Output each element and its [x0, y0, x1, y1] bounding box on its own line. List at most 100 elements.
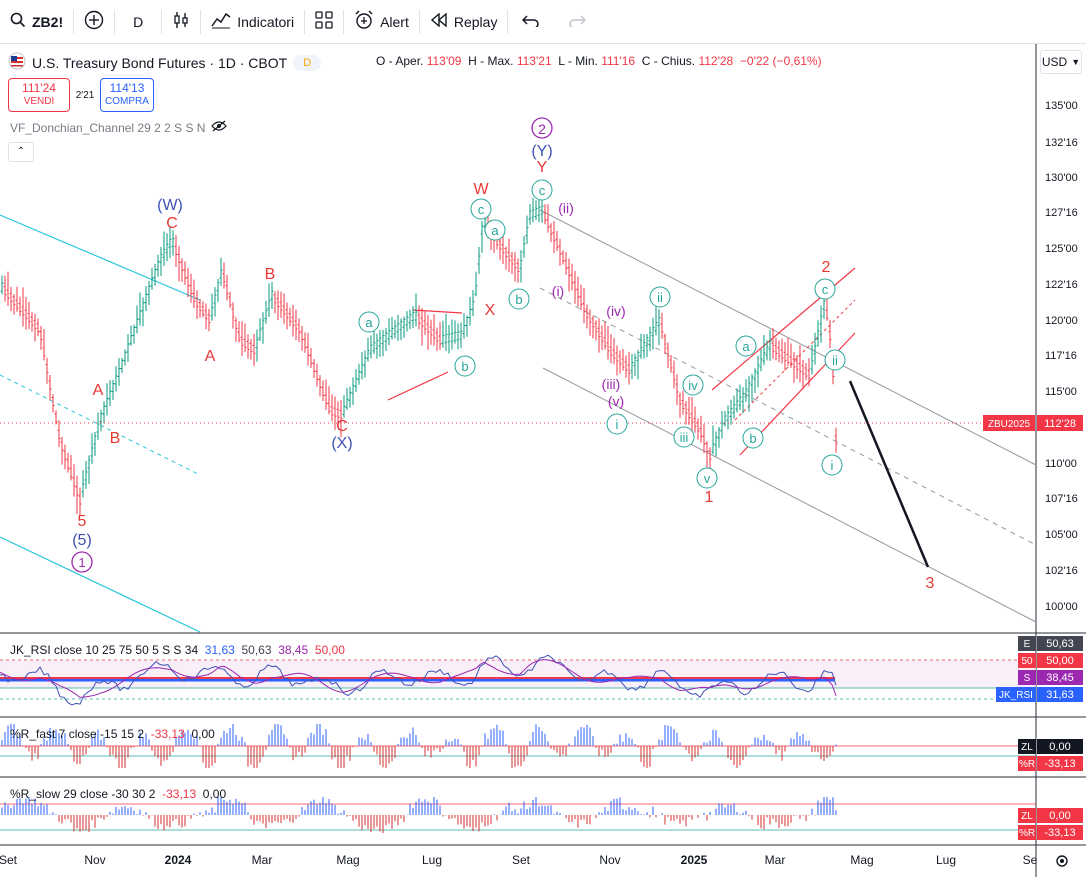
compare-button[interactable] [74, 0, 114, 44]
price-tick-label: 127'16 [1045, 207, 1078, 219]
axis-badge-value-text: 50,63 [1046, 638, 1074, 650]
indicator-legend[interactable]: VF_Donchian_Channel 29 2 2 S S N [10, 120, 228, 135]
rsi-legend[interactable]: JK_RSI close 10 25 75 50 5 S S 34 31,63 … [10, 643, 345, 657]
wave-label-B: B [265, 266, 276, 283]
divider [161, 9, 163, 34]
wave-label-B: B [110, 430, 121, 447]
ohlc-values: O - Aper. 113'09 H - Max. 113'21 L - Min… [376, 54, 822, 68]
divider [114, 9, 116, 34]
price-tick-label: 122'16 [1045, 279, 1078, 291]
price-tick-label: 102'16 [1045, 565, 1078, 577]
alert-button[interactable]: Alert [344, 0, 419, 44]
search-icon [10, 12, 26, 31]
wave-iii: iii [680, 430, 689, 445]
wave-c: c [822, 282, 829, 297]
time-axis[interactable]: Set Nov 2024 Mar Mag Lug Set Nov 2025 Mar Mag Lug Se [0, 853, 1038, 867]
axis-badge-tag-text: JK_RSI [999, 690, 1033, 701]
axis-badge-value [1037, 825, 1083, 840]
wave-label-X-paren: (X) [331, 435, 352, 452]
axis-badge-tag [1018, 739, 1036, 754]
time-tick-label: 2024 [165, 853, 192, 867]
wave-ii: ii [832, 353, 838, 368]
last-price-badge [1037, 415, 1083, 431]
axis-badge-tag-text: %R [1019, 828, 1035, 839]
alarm-clock-icon [354, 10, 374, 33]
buy-button[interactable]: 114'13 COMPRA [100, 78, 154, 112]
indicators-label: Indicatori [237, 13, 295, 30]
time-tick-label: Se [1023, 853, 1038, 867]
rsi-value-1: 31,63 [204, 643, 235, 657]
time-tick-label: 2025 [681, 853, 708, 867]
chart-type-button[interactable] [162, 0, 200, 44]
price-tick-label: 117'16 [1045, 350, 1077, 362]
rewind-icon [430, 12, 448, 30]
currency-select[interactable]: USD ▼ [1040, 50, 1082, 74]
axis-badge-value [1037, 739, 1083, 754]
wave-label-A: A [205, 348, 216, 365]
change-value: −0'22 (−0,61%) [739, 54, 822, 68]
wave-piv: (iv) [606, 303, 625, 319]
price-tick-label: 100'00 [1045, 601, 1078, 613]
replay-button[interactable]: Replay [420, 0, 508, 44]
redo-button[interactable] [554, 0, 600, 44]
axis-badge-tag [996, 687, 1036, 702]
price-tick-label: 105'00 [1045, 529, 1078, 541]
collapse-legend-button[interactable]: ⌃ [8, 142, 34, 162]
axis-badge-value [1037, 687, 1083, 702]
wave-label-W: W [473, 181, 489, 198]
wave-label-Y: Y [537, 159, 548, 176]
time-tick-label: Nov [84, 853, 105, 867]
axis-badge-value-text: 0,00 [1049, 741, 1070, 753]
top-toolbar: ZB2! D Indicatori Alert [0, 0, 1086, 44]
wave-label-C: C [336, 418, 348, 435]
chevron-down-icon: ▼ [1071, 57, 1081, 67]
symbol-search[interactable]: ZB2! [0, 0, 73, 44]
chart-legend: U.S. Treasury Bond Futures · 1D · CBOT D [8, 52, 322, 73]
eye-hidden-icon[interactable] [211, 120, 228, 135]
indicators-button[interactable]: Indicatori [201, 0, 304, 44]
axis-badge-tag-text: ZL [1021, 811, 1033, 822]
symbol-title[interactable]: U.S. Treasury Bond Futures · 1D · CBOT [32, 54, 288, 71]
axis-badge-value [1037, 756, 1083, 771]
wave-b: b [749, 431, 756, 446]
wave-iv: iv [688, 378, 698, 393]
price-axis[interactable]: 135'00 132'16 130'00 127'16 125'00 122'16 120'… [1045, 100, 1078, 613]
divider [200, 9, 202, 34]
undo-icon [522, 13, 540, 30]
symbol-badge-text: ZBU2025 [988, 419, 1031, 430]
low-value: 111'16 [601, 54, 636, 68]
wave-piii: (iii) [602, 376, 621, 392]
rfast-legend[interactable]: %R_fast 7 close -15 15 2 -33,13 0,00 [10, 727, 215, 741]
axis-badge-tag-text: S [1024, 673, 1031, 684]
axis-badge-tag [1018, 670, 1036, 685]
open-value: 113'09 [426, 54, 462, 68]
wave-label-1-circle: 1 [78, 555, 85, 570]
undo-button[interactable] [508, 0, 554, 44]
divider [507, 9, 509, 34]
axis-badge-value-text: 50,00 [1046, 655, 1074, 667]
interval-button[interactable]: D [115, 0, 161, 44]
axis-badge-tag-text: %R [1019, 759, 1035, 770]
sell-button[interactable]: 111'24 VENDI [8, 78, 70, 112]
interval-label: D [133, 13, 144, 30]
rsi-value-2: 50,63 [241, 643, 272, 657]
wave-a: a [742, 339, 750, 354]
wave-label-2-circle: 2 [538, 121, 546, 137]
axis-badge-tag-text: 50 [1021, 656, 1033, 667]
time-tick-label: Set [512, 853, 531, 867]
settings-icon[interactable] [1056, 855, 1068, 867]
candles-icon [172, 11, 190, 32]
wave-label-2: 2 [822, 259, 831, 276]
axis-badge-value [1037, 636, 1083, 651]
wave-b: b [461, 359, 468, 374]
wave-labels: 5 (5) 1 A B (W) C B A C (X) W X 2 (Y) Y … [71, 117, 935, 592]
rslow-legend[interactable]: %R_slow 29 close -30 30 2 -33,13 0,00 [10, 787, 227, 801]
layouts-button[interactable] [305, 0, 343, 44]
grid-icon [315, 11, 333, 32]
symbol-name: ZB2! [32, 13, 64, 30]
chevron-up-icon: ⌃ [16, 146, 26, 157]
time-tick-label: Nov [599, 853, 620, 867]
buy-label: COMPRA [105, 96, 149, 107]
plus-circle-icon [84, 10, 104, 33]
